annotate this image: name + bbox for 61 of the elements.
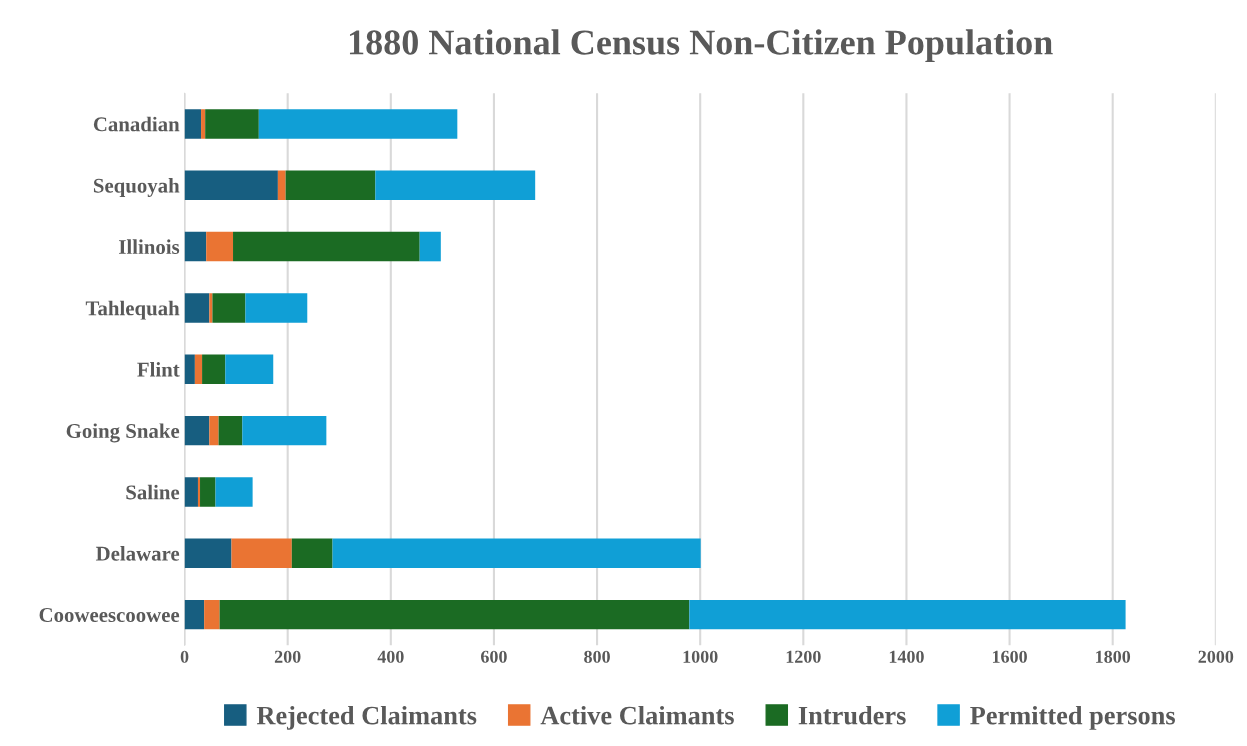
x-tick-label: 1000 <box>683 650 718 663</box>
bar <box>245 293 308 323</box>
bar <box>375 170 536 200</box>
bar <box>233 231 420 262</box>
bar <box>332 538 701 568</box>
bar <box>184 599 205 630</box>
bar <box>184 231 207 262</box>
bar <box>184 477 198 507</box>
bar <box>242 415 327 446</box>
y-tick-label: Illinois <box>119 239 180 255</box>
bar <box>225 354 274 384</box>
bar <box>285 170 376 200</box>
bar <box>184 293 210 323</box>
bar <box>219 599 690 630</box>
bar <box>215 477 253 507</box>
y-tick-label: Cooweescoowee <box>39 608 180 623</box>
bar <box>258 109 458 139</box>
bar <box>419 231 441 262</box>
legend-label: Rejected Claimants <box>256 705 477 730</box>
bar <box>209 415 219 446</box>
legend-label: Intruders <box>798 705 906 725</box>
y-tick-label: Tahlequah <box>85 300 180 320</box>
x-tick-label: 1800 <box>1096 650 1131 663</box>
x-tick-label: 2000 <box>1198 650 1234 663</box>
legend-label: Active Claimants <box>540 705 734 725</box>
legend-label: Permitted persons <box>970 705 1175 730</box>
x-tick-label: 1400 <box>889 650 924 663</box>
y-tick-label: Canadian <box>93 116 180 132</box>
x-tick-label: 1600 <box>992 650 1027 663</box>
x-tick-label: 200 <box>274 650 301 663</box>
y-tick-label: Sequoyah <box>93 178 180 197</box>
x-tick-label: 1200 <box>786 650 821 663</box>
bar <box>202 354 226 384</box>
bar <box>184 170 278 200</box>
bar <box>212 293 246 323</box>
x-tick-label: 800 <box>584 650 610 663</box>
x-tick-label: 400 <box>377 650 404 663</box>
y-tick-label: Flint <box>137 362 180 377</box>
bar <box>291 538 333 568</box>
bar <box>218 415 243 446</box>
y-tick-label: Delaware <box>95 546 180 561</box>
bar <box>184 538 232 568</box>
bar <box>689 599 1126 630</box>
chart-title: 1880 National Census Non-Citizen Population <box>349 29 1053 63</box>
bar <box>184 415 210 446</box>
x-tick-label: 600 <box>481 650 507 663</box>
bar <box>231 538 292 568</box>
bar <box>205 109 259 139</box>
bar <box>204 599 220 630</box>
bar <box>201 109 206 139</box>
bar <box>194 354 203 384</box>
bar <box>197 477 201 507</box>
bar <box>184 109 202 139</box>
y-tick-label: Going Snake <box>66 423 180 443</box>
y-tick-label: Saline <box>126 484 180 500</box>
bar <box>209 293 213 323</box>
x-tick-label: 0 <box>180 650 189 663</box>
bar <box>200 477 216 507</box>
bar <box>206 231 234 262</box>
bar <box>277 170 286 200</box>
bar <box>184 354 195 384</box>
